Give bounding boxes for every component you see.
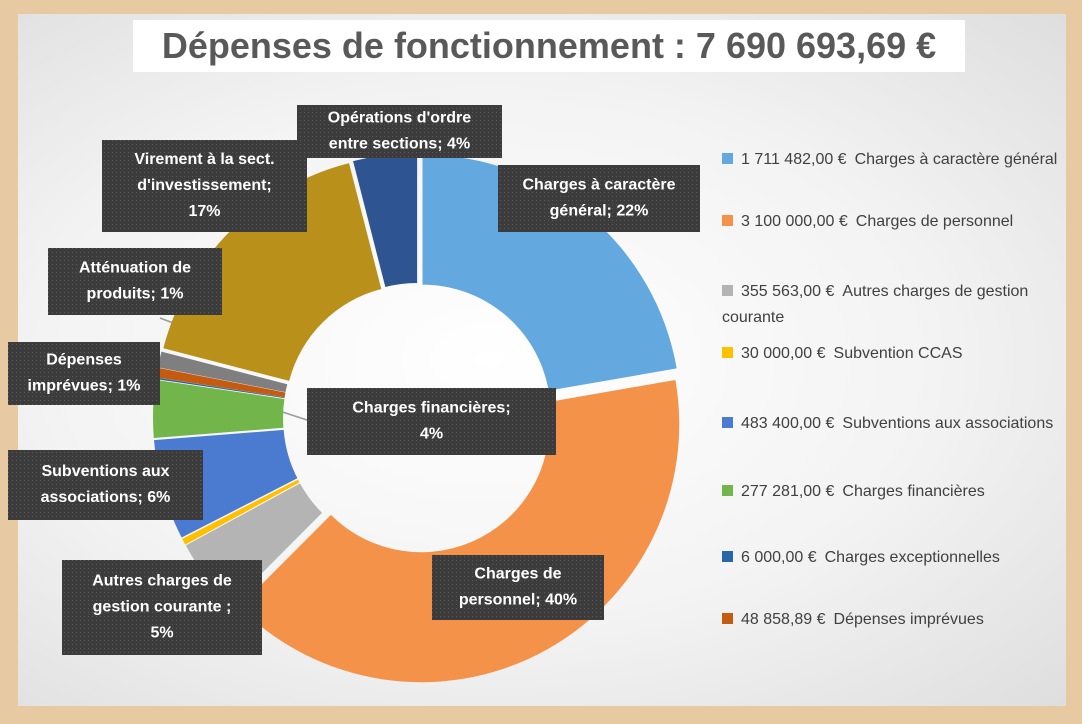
legend-label: Dépenses imprévues — [833, 611, 984, 628]
legend-label: Subvention CCAS — [833, 345, 963, 362]
data-label-text: Charges de — [474, 566, 561, 583]
slice — [157, 351, 288, 393]
legend-swatch — [722, 215, 733, 226]
data-label: Virement à la sect. d'investissement; 17% — [102, 140, 307, 232]
data-label-text: 4% — [420, 426, 443, 443]
slice — [153, 379, 285, 438]
label-box — [102, 140, 307, 232]
legend-entry: 483 400,00 € Subventions aux associations — [722, 411, 1067, 437]
data-label-text: Autres charges de — [92, 573, 232, 590]
legend-amount: 355 563,00 € — [741, 283, 835, 300]
label-box — [8, 450, 203, 520]
legend-amount: 1 711 482,00 € — [741, 151, 847, 168]
data-label: Subventions aux associations; 6% — [8, 450, 203, 520]
legend-swatch — [722, 485, 733, 496]
data-label-text: d'investissement; — [137, 177, 272, 194]
data-label: Charges à caractère général; 22% — [498, 165, 700, 232]
chart-title: Dépenses de fonctionnement : 7 690 693,6… — [133, 20, 965, 72]
legend-label: Autres charges de gestion courante — [722, 283, 1029, 326]
legend-label: Subventions aux associations — [842, 415, 1054, 432]
data-label-text: entre sections; 4% — [329, 136, 470, 153]
data-label-text: gestion courante ; — [93, 599, 232, 616]
data-label-text: Atténuation de — [79, 260, 191, 277]
data-label: Dépenses imprévues; 1% — [8, 342, 160, 405]
legend-amount: 3 100 000,00 € — [741, 213, 848, 230]
legend-swatch — [722, 551, 733, 562]
legend-amount: 277 281,00 € — [741, 483, 835, 500]
data-label-text: général; 22% — [550, 203, 649, 220]
data-label: Charges de personnel; 40% — [432, 555, 604, 620]
legend-entry: 277 281,00 € Charges financières — [722, 479, 1067, 505]
data-label-text: associations; 6% — [41, 489, 171, 506]
legend-amount: 6 000,00 € — [741, 549, 817, 566]
legend-label: Charges à caractère général — [854, 151, 1058, 168]
legend-swatch — [722, 613, 733, 624]
legend-swatch — [722, 153, 733, 164]
label-box — [297, 105, 502, 158]
data-label-text: Virement à la sect. — [134, 151, 274, 168]
legend-entry: 48 858,89 € Dépenses imprévues — [722, 607, 1067, 633]
data-label: Atténuation de produits; 1% — [48, 248, 222, 315]
data-label: Charges financières; 4% — [307, 388, 556, 455]
legend-label: Charges de personnel — [855, 213, 1014, 230]
slice — [182, 479, 300, 545]
data-label-text: imprévues; 1% — [28, 378, 141, 395]
legend-entry: 6 000,00 € Charges exceptionnelles — [722, 545, 1067, 571]
label-box — [498, 165, 700, 232]
legend-swatch — [722, 285, 733, 296]
data-label: Autres charges de gestion courante ; 5% — [62, 560, 262, 655]
legend-entry: 355 563,00 € Autres charges de gestion co… — [722, 279, 1067, 331]
legend-entry: 30 000,00 € Subvention CCAS — [722, 341, 1067, 367]
data-label-text: Dépenses — [46, 352, 122, 369]
label-box — [8, 342, 160, 405]
label-box — [62, 560, 262, 655]
data-label-text: produits; 1% — [87, 286, 184, 303]
slice — [155, 377, 285, 399]
data-label-text: 17% — [188, 203, 220, 220]
data-label-text: Subventions aux — [41, 463, 169, 480]
legend-amount: 483 400,00 € — [741, 415, 835, 432]
data-label: Opérations d'ordre entre sections; 4% — [297, 105, 502, 158]
legend-label: Charges financières — [842, 483, 985, 500]
slice — [422, 154, 677, 391]
legend-swatch — [722, 417, 733, 428]
data-label-text: personnel; 40% — [459, 592, 577, 609]
legend-swatch — [722, 347, 733, 358]
data-label-text: 5% — [150, 625, 173, 642]
label-box — [432, 555, 604, 620]
legend-entry: 3 100 000,00 € Charges de personnel — [722, 209, 1067, 235]
data-label-text: Charges à caractère — [523, 177, 676, 194]
label-box — [307, 388, 556, 455]
slice — [163, 163, 382, 381]
data-label-text: Charges financières; — [352, 400, 510, 417]
legend-label: Charges exceptionnelles — [824, 549, 1000, 566]
legend-amount: 30 000,00 € — [741, 345, 826, 362]
label-box — [48, 248, 222, 315]
data-label-text: Opérations d'ordre — [328, 110, 471, 127]
legend-entry: 1 711 482,00 € Charges à caractère généra… — [722, 147, 1067, 173]
legend-amount: 48 858,89 € — [741, 611, 826, 628]
slice — [353, 153, 418, 288]
slice — [156, 367, 286, 398]
